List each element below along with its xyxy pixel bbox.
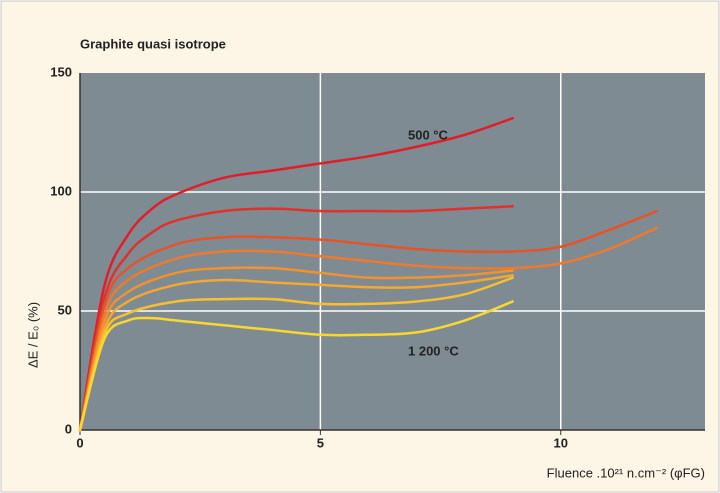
series-label: 1 200 °C bbox=[408, 343, 459, 358]
data-line bbox=[78, 274, 514, 432]
chart-title: Graphite quasi isotrope bbox=[80, 36, 226, 51]
plot-area bbox=[80, 73, 705, 430]
y-tick-label: 0 bbox=[65, 421, 72, 436]
x-tick-label: 0 bbox=[76, 435, 83, 450]
y-axis-label: ΔE / E₀ (%) bbox=[25, 302, 40, 368]
x-axis-label: Fluence .10²¹ n.cm⁻² (φFG) bbox=[547, 465, 705, 480]
data-line bbox=[78, 116, 514, 432]
series-label: 500 °C bbox=[408, 127, 449, 142]
x-tick-label: 10 bbox=[554, 435, 568, 450]
y-tick-label: 150 bbox=[50, 64, 72, 79]
data-line bbox=[78, 300, 514, 432]
data-line bbox=[78, 226, 659, 432]
data-line bbox=[78, 276, 514, 432]
data-line bbox=[78, 209, 659, 432]
y-tick-label: 100 bbox=[50, 183, 72, 198]
x-tick-label: 5 bbox=[317, 435, 324, 450]
y-tick-label: 50 bbox=[58, 302, 72, 317]
data-line bbox=[78, 266, 514, 432]
data-line bbox=[78, 205, 514, 432]
